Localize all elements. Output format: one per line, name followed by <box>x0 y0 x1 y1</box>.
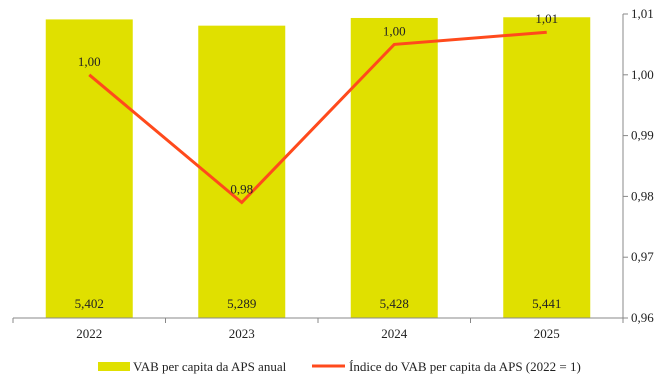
right-tick-label: 0,98 <box>631 188 654 203</box>
bar-value-labels: 5,402 5,289 5,428 5,441 <box>75 296 562 311</box>
index-line <box>88 30 547 205</box>
legend-bar-swatch <box>98 362 130 371</box>
legend-bar-label: VAB per capita da APS anual <box>133 359 287 374</box>
line-label-2022: 1,00 <box>78 54 101 69</box>
bar-label-2023: 5,289 <box>227 296 256 311</box>
legend: VAB per capita da APS anual Índice do VA… <box>98 359 581 374</box>
x-axis-ticks <box>12 318 624 323</box>
bar-2022 <box>45 19 133 319</box>
right-tick-label: 1,00 <box>631 67 654 82</box>
right-tick-label: 1,01 <box>631 6 654 21</box>
x-label-2022: 2022 <box>76 326 102 341</box>
right-tick-label: 0,99 <box>631 128 654 143</box>
x-label-2025: 2025 <box>534 326 560 341</box>
x-axis-labels: 2022 2023 2024 2025 <box>76 326 560 341</box>
line-series <box>88 30 547 205</box>
right-axis-ticks <box>623 13 628 319</box>
bar-label-2025: 5,441 <box>532 296 561 311</box>
right-tick-label: 0,97 <box>631 249 654 264</box>
line-label-2023: 0,98 <box>230 181 253 196</box>
bar-label-2022: 5,402 <box>75 296 104 311</box>
x-label-2024: 2024 <box>381 326 408 341</box>
bar-label-2024: 5,428 <box>380 296 409 311</box>
legend-line-label: Índice do VAB per capita da APS (2022 = … <box>349 359 581 374</box>
right-tick-label: 0,96 <box>631 310 654 325</box>
line-value-labels: 1,00 0,98 1,00 1,01 <box>78 11 558 196</box>
bar-2024 <box>350 17 438 318</box>
bar-2025 <box>503 17 591 319</box>
right-axis-labels: 0,96 0,97 0,98 0,99 1,00 1,01 <box>631 6 654 325</box>
line-label-2025: 1,01 <box>535 11 558 26</box>
x-label-2023: 2023 <box>229 326 255 341</box>
line-label-2024: 1,00 <box>383 23 406 38</box>
bar-series <box>45 17 591 319</box>
